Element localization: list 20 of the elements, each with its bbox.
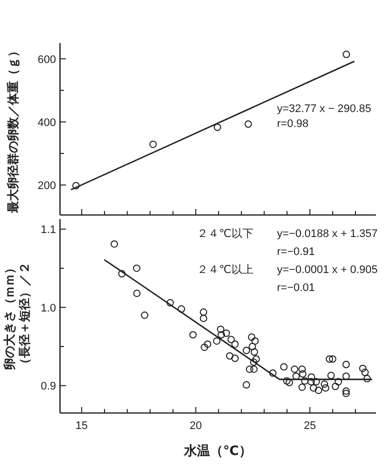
x-tick-label: 25 [304,420,316,432]
y-tick-label: 1.0 [40,302,56,314]
annotation: ２４℃以下 [197,227,254,240]
y-axis-title: 卵の大きさ（ｍｍ）（長径＋短径）／２ [2,262,32,371]
annotation: r=0.98 [277,118,308,130]
annotation: r=−0.01 [277,282,315,294]
x-axis-title: 水温（℃） [183,443,252,458]
y-tick-label: 400 [38,116,56,129]
y-tick-label: 0.9 [40,380,56,393]
y-tick-label: 200 [38,180,56,192]
annotation: y=32.77 x − 290.85 [277,103,372,115]
y-tick-label: 600 [38,54,56,66]
annotation: y=−0.0001 x + 0.905 [277,264,378,276]
annotation: r=−0.91 [277,246,315,258]
y-axis-title: 最大卵径群の卵数／体重（ｇ） [6,45,20,214]
annotation: y=−0.0188 x + 1.357 [277,228,378,240]
y-tick-label: 1.1 [40,224,56,236]
x-tick-label: 20 [190,420,202,432]
x-tick-label: 15 [76,420,88,432]
annotation: ２４℃以上 [197,263,254,276]
